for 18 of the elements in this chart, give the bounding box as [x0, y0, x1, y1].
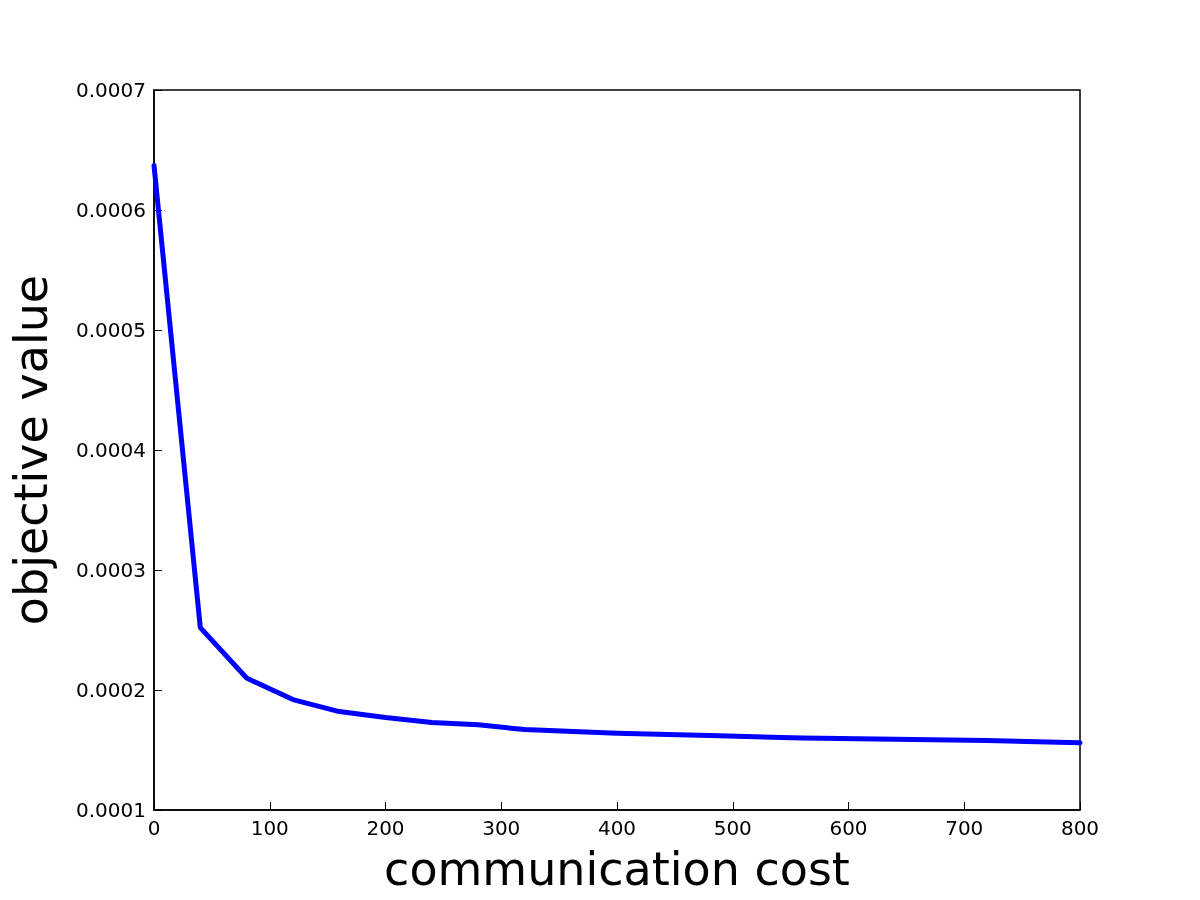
x-tick-label: 400 — [597, 816, 637, 840]
x-tick-label: 100 — [250, 816, 289, 840]
y-tick-label: 0.0004 — [76, 438, 146, 462]
y-tick-label: 0.0006 — [76, 198, 146, 222]
y-tick-label: 0.0002 — [76, 678, 146, 702]
x-tick-label: 800 — [1060, 816, 1100, 840]
y-tick-label: 0.0007 — [76, 78, 146, 102]
y-tick-label: 0.0001 — [76, 798, 146, 822]
y-tick-label: 0.0005 — [76, 318, 146, 342]
x-tick-label: 700 — [945, 816, 984, 840]
x-tick-label: 200 — [366, 816, 405, 840]
x-tick-label: 500 — [713, 816, 752, 840]
x-tick-label: 0 — [147, 816, 161, 840]
y-tick-label: 0.0003 — [76, 558, 146, 582]
x-tick-label: 300 — [482, 816, 521, 840]
y-axis-title: objective value — [4, 274, 58, 626]
x-axis-title: communication cost — [384, 842, 850, 896]
x-tick-label: 600 — [829, 816, 868, 840]
